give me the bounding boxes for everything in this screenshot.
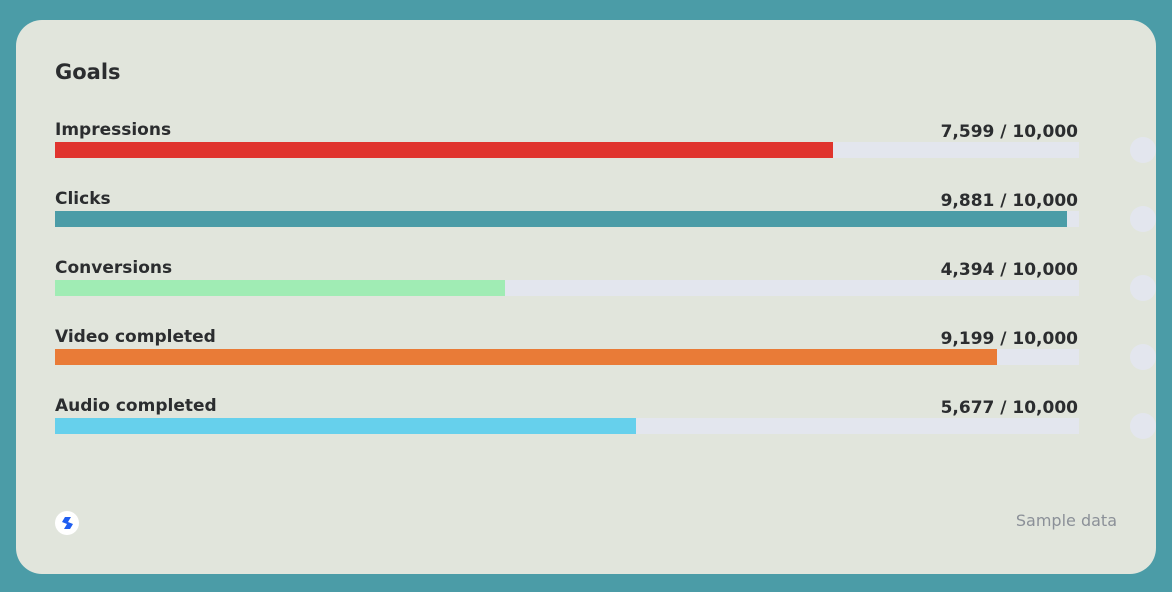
goal-row: Clicks 9,881 / 10,000 [55,189,1156,258]
progress-track [55,142,1079,158]
status-dot [1130,137,1156,163]
s-logo-icon [55,511,79,535]
progress-fill [55,280,505,296]
goal-label: Conversions [55,258,173,278]
goal-value: 5,677 / 10,000 [940,398,1078,418]
goal-value: 9,199 / 10,000 [940,329,1078,349]
goal-label: Video completed [55,327,216,347]
goal-row: Video completed 9,199 / 10,000 [55,327,1156,396]
goal-value: 4,394 / 10,000 [940,260,1078,280]
progress-track [55,280,1079,296]
status-dot [1130,413,1156,439]
card-title: Goals [55,60,121,84]
goal-row: Impressions 7,599 / 10,000 [55,120,1156,189]
goal-row: Audio completed 5,677 / 10,000 [55,396,1156,465]
progress-track [55,349,1079,365]
status-dot [1130,344,1156,370]
status-dot [1130,275,1156,301]
goal-label: Impressions [55,120,172,140]
goal-label: Audio completed [55,396,217,416]
status-dot [1130,206,1156,232]
sample-data-note: Sample data [1015,511,1117,530]
goal-value: 9,881 / 10,000 [940,191,1078,211]
progress-fill [55,418,637,434]
goal-value: 7,599 / 10,000 [940,122,1078,142]
progress-fill [55,211,1067,227]
progress-fill [55,142,834,158]
progress-track [55,211,1079,227]
goal-label: Clicks [55,189,111,209]
progress-track [55,418,1079,434]
progress-fill [55,349,997,365]
goals-card: Goals Impressions 7,599 / 10,000 Clicks … [16,20,1156,574]
goal-row: Conversions 4,394 / 10,000 [55,258,1156,327]
